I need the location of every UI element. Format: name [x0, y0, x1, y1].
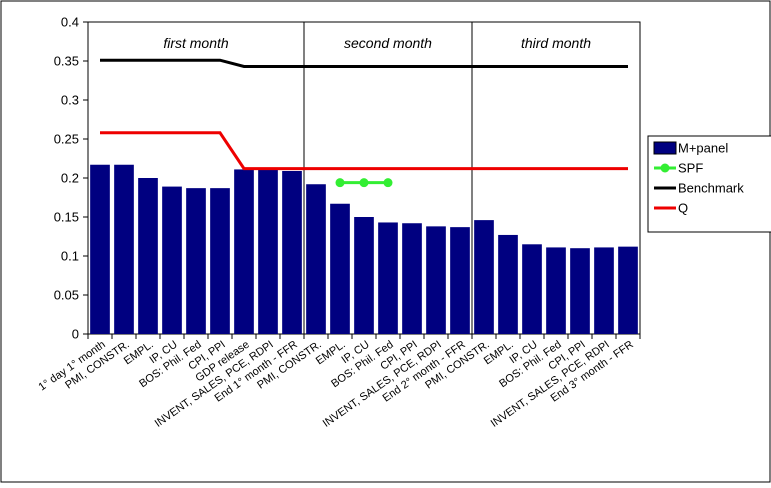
y-tick-label: 0.4	[61, 15, 79, 30]
y-tick-label: 0	[72, 327, 79, 342]
bar	[138, 178, 158, 334]
month-label: first month	[163, 35, 229, 51]
series-marker-spf	[359, 178, 369, 188]
legend-label: Q	[678, 201, 688, 216]
bar	[210, 188, 230, 334]
series-line-benchmark	[100, 58, 628, 68]
legend: M+panel SPF Benchmark Q	[647, 135, 771, 233]
month-dividers	[303, 22, 473, 334]
bar	[90, 164, 110, 334]
series-marker-spf	[335, 178, 345, 188]
line-series	[100, 58, 628, 188]
series-marker-spf	[383, 178, 393, 188]
y-axis: 0 0.05 0.1 0.15 0.2 0.25 0.3 0.35 0.4	[54, 15, 88, 342]
month-label: third month	[521, 35, 591, 51]
bar	[114, 164, 134, 334]
bar	[522, 244, 542, 334]
legend-swatch-m-panel	[653, 141, 677, 155]
month-label: second month	[344, 35, 432, 51]
bar	[450, 227, 470, 334]
y-tick-label: 0.05	[54, 288, 79, 303]
bar	[378, 222, 398, 334]
bar-series	[90, 164, 638, 334]
y-tick-label: 0.25	[54, 132, 79, 147]
legend-label: Benchmark	[678, 181, 744, 196]
bar	[282, 170, 302, 334]
x-axis	[87, 334, 641, 339]
y-tick-label: 0.3	[61, 93, 79, 108]
month-labels: first month second month third month	[163, 35, 591, 51]
bar	[234, 169, 254, 334]
y-tick-label: 0.35	[54, 54, 79, 69]
bar	[546, 247, 566, 334]
bar	[498, 234, 518, 334]
bar	[402, 223, 422, 334]
bar	[618, 246, 638, 334]
bar	[426, 226, 446, 334]
bar	[354, 217, 374, 334]
series-line-q	[100, 131, 628, 171]
bar	[186, 188, 206, 334]
legend-label: SPF	[678, 161, 703, 176]
bar	[594, 247, 614, 334]
bar	[258, 169, 278, 334]
y-tick-label: 0.1	[61, 249, 79, 264]
legend-marker-spf	[660, 163, 670, 173]
legend-label: M+panel	[678, 141, 728, 156]
bar	[162, 186, 182, 334]
bar	[474, 220, 494, 334]
y-tick-label: 0.2	[61, 171, 79, 186]
bar	[570, 248, 590, 334]
bar	[306, 184, 326, 334]
bar	[330, 203, 350, 334]
y-tick-label: 0.15	[54, 210, 79, 225]
